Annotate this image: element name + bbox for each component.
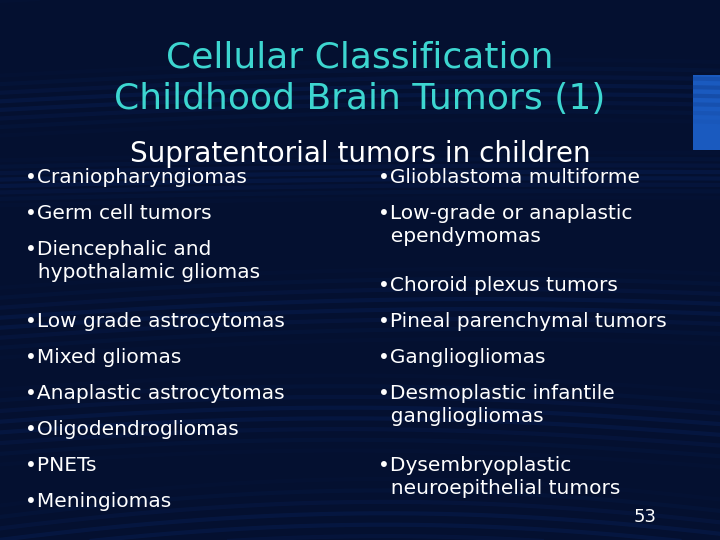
Text: •Anaplastic astrocytomas: •Anaplastic astrocytomas (25, 384, 284, 403)
Text: •Low-grade or anaplastic
  ependymomas: •Low-grade or anaplastic ependymomas (378, 204, 632, 246)
Text: •Desmoplastic infantile
  gangliogliomas: •Desmoplastic infantile gangliogliomas (378, 384, 615, 426)
Text: •Meningiomas: •Meningiomas (25, 492, 171, 511)
Text: •Germ cell tumors: •Germ cell tumors (25, 204, 212, 223)
Text: •Low grade astrocytomas: •Low grade astrocytomas (25, 312, 285, 331)
Text: •Gangliogliomas: •Gangliogliomas (378, 348, 546, 367)
Text: •Diencephalic and
  hypothalamic gliomas: •Diencephalic and hypothalamic gliomas (25, 240, 260, 282)
FancyBboxPatch shape (693, 75, 720, 150)
Text: Cellular Classification
Childhood Brain Tumors (1): Cellular Classification Childhood Brain … (114, 40, 606, 116)
Text: •Choroid plexus tumors: •Choroid plexus tumors (378, 276, 618, 295)
Text: •Oligodendrogliomas: •Oligodendrogliomas (25, 420, 239, 439)
Text: •PNETs: •PNETs (25, 456, 96, 475)
Text: •Glioblastoma multiforme: •Glioblastoma multiforme (378, 168, 640, 187)
Text: Supratentorial tumors in children: Supratentorial tumors in children (130, 140, 590, 168)
Text: •Pineal parenchymal tumors: •Pineal parenchymal tumors (378, 312, 667, 331)
Text: 53: 53 (634, 508, 657, 526)
Text: •Dysembryoplastic
  neuroepithelial tumors: •Dysembryoplastic neuroepithelial tumors (378, 456, 621, 498)
Text: •Mixed gliomas: •Mixed gliomas (25, 348, 181, 367)
Text: •Craniopharyngiomas: •Craniopharyngiomas (25, 168, 247, 187)
